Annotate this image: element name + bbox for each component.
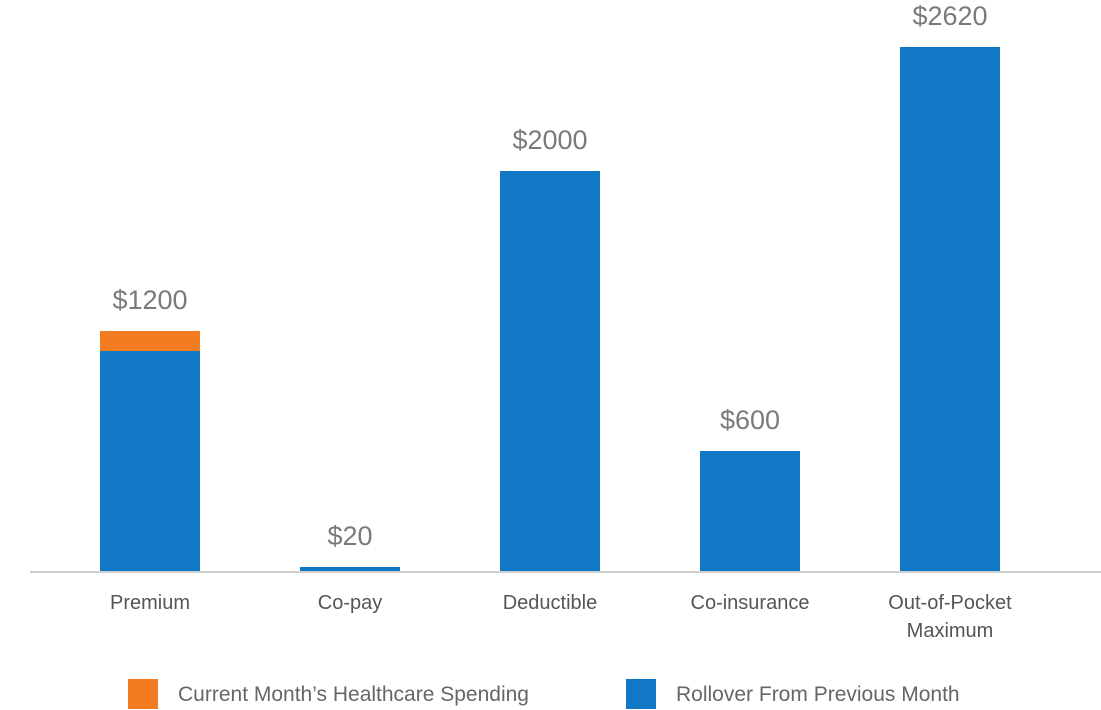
- legend-label-1: Rollover From Previous Month: [676, 683, 960, 706]
- bar-1-series-0: [300, 567, 400, 571]
- x-tick-label-2: Deductible: [503, 592, 598, 614]
- labels-layer: $1200 Premium $20 Co-pay $2000 Deductible $600…: [110, 1, 1012, 642]
- data-label-2: $2000: [512, 125, 587, 155]
- legend: Current Month’s Healthcare Spending Rollo…: [128, 679, 960, 709]
- bar-0-series-0: [100, 351, 200, 571]
- data-label-1: $20: [327, 521, 372, 551]
- x-tick-label-3: Co-insurance: [691, 592, 810, 614]
- bars-layer: [100, 47, 1000, 571]
- data-label-3: $600: [720, 405, 780, 435]
- data-label-0: $1200: [112, 285, 187, 315]
- bar-4-series-0: [900, 47, 1000, 571]
- legend-label-0: Current Month’s Healthcare Spending: [178, 683, 529, 706]
- x-tick-label-1: Co-pay: [318, 592, 382, 614]
- bar-2-series-0: [500, 171, 600, 571]
- bar-0-series-1: [100, 331, 200, 351]
- bar-3-series-0: [700, 451, 800, 571]
- x-tick-label-4: Out-of-Pocket Maximum: [888, 592, 1012, 642]
- legend-swatch-0: [128, 679, 158, 709]
- legend-swatch-1: [626, 679, 656, 709]
- data-label-4: $2620: [912, 1, 987, 31]
- x-tick-label-0: Premium: [110, 592, 190, 614]
